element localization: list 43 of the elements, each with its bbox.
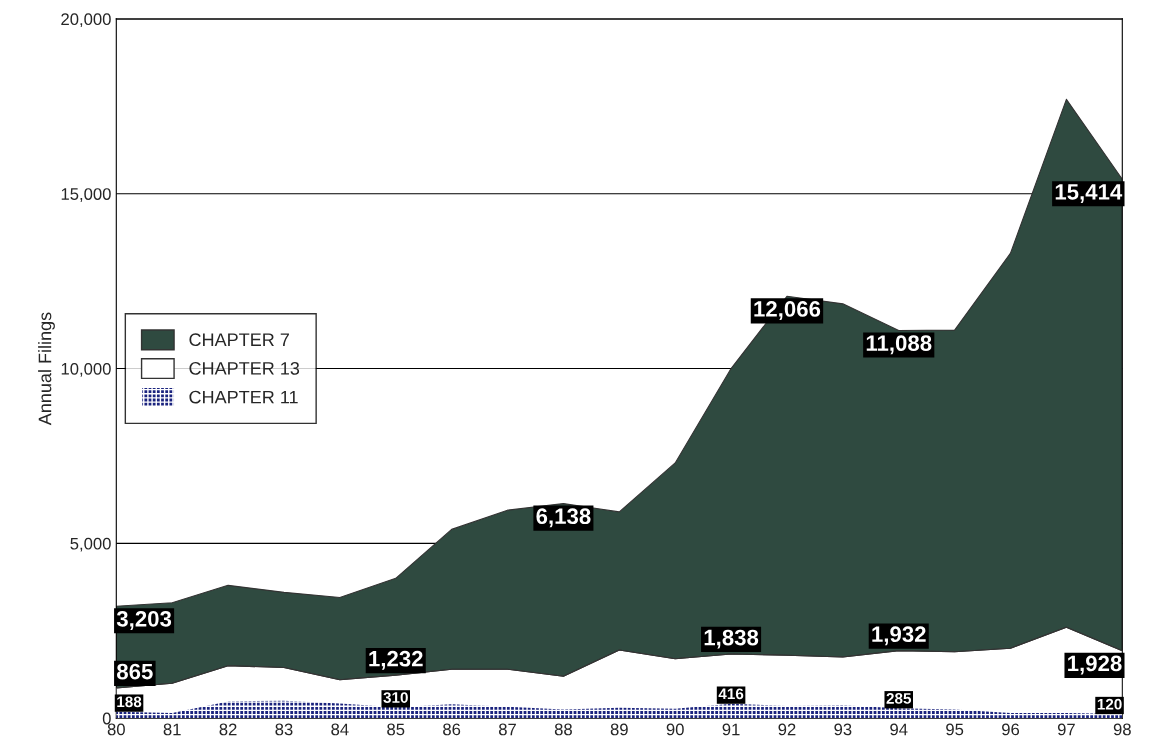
data-label: 188 bbox=[117, 696, 142, 708]
x-tick-label: 96 bbox=[1002, 723, 1020, 736]
x-tick-label: 94 bbox=[890, 723, 908, 736]
data-label: 1,928 bbox=[1068, 655, 1122, 675]
x-tick-label: 98 bbox=[1113, 723, 1131, 736]
x-tick-label: 91 bbox=[722, 723, 740, 736]
x-tick-label: 80 bbox=[107, 723, 125, 736]
x-tick-label: 82 bbox=[219, 723, 237, 736]
x-tick-label: 92 bbox=[778, 723, 796, 736]
data-label: 1,232 bbox=[369, 650, 423, 670]
data-label: 285 bbox=[886, 693, 912, 704]
y-tick-label: 0 bbox=[102, 712, 111, 725]
data-label: 6,138 bbox=[536, 508, 591, 528]
data-label: 3,203 bbox=[116, 610, 172, 630]
x-tick-label: 83 bbox=[275, 723, 293, 736]
legend-label: CHAPTER 11 bbox=[189, 390, 298, 404]
data-label: 416 bbox=[718, 688, 744, 700]
y-axis-title: Annual Filings bbox=[38, 312, 55, 426]
data-label: 11,088 bbox=[866, 335, 932, 355]
x-tick-label: 95 bbox=[946, 723, 964, 736]
y-tick-label: 15,000 bbox=[61, 188, 111, 202]
y-tick-label: 20,000 bbox=[61, 13, 111, 28]
data-label: 310 bbox=[383, 692, 408, 703]
x-tick-label: 88 bbox=[554, 723, 572, 736]
x-tick-label: 81 bbox=[163, 723, 181, 736]
data-label: 1,932 bbox=[872, 626, 926, 646]
legend-label: CHAPTER 7 bbox=[189, 333, 289, 347]
y-tick-label: 5,000 bbox=[70, 537, 111, 552]
x-tick-label: 89 bbox=[610, 723, 628, 736]
x-tick-label: 93 bbox=[834, 723, 852, 736]
x-tick-label: 86 bbox=[443, 723, 461, 736]
legend-label: CHAPTER 13 bbox=[189, 361, 300, 375]
x-tick-label: 84 bbox=[331, 723, 349, 736]
data-label: 15,414 bbox=[1055, 184, 1123, 203]
data-label: 120 bbox=[1097, 698, 1122, 710]
x-tick-label: 87 bbox=[498, 723, 516, 736]
data-label: 1,838 bbox=[704, 629, 759, 649]
data-label: 865 bbox=[117, 663, 153, 680]
x-tick-label: 90 bbox=[666, 723, 684, 736]
x-tick-label: 85 bbox=[387, 723, 405, 736]
data-label: 12,066 bbox=[754, 301, 821, 321]
x-tick-label: 97 bbox=[1057, 723, 1075, 736]
y-tick-label: 10,000 bbox=[61, 362, 111, 377]
